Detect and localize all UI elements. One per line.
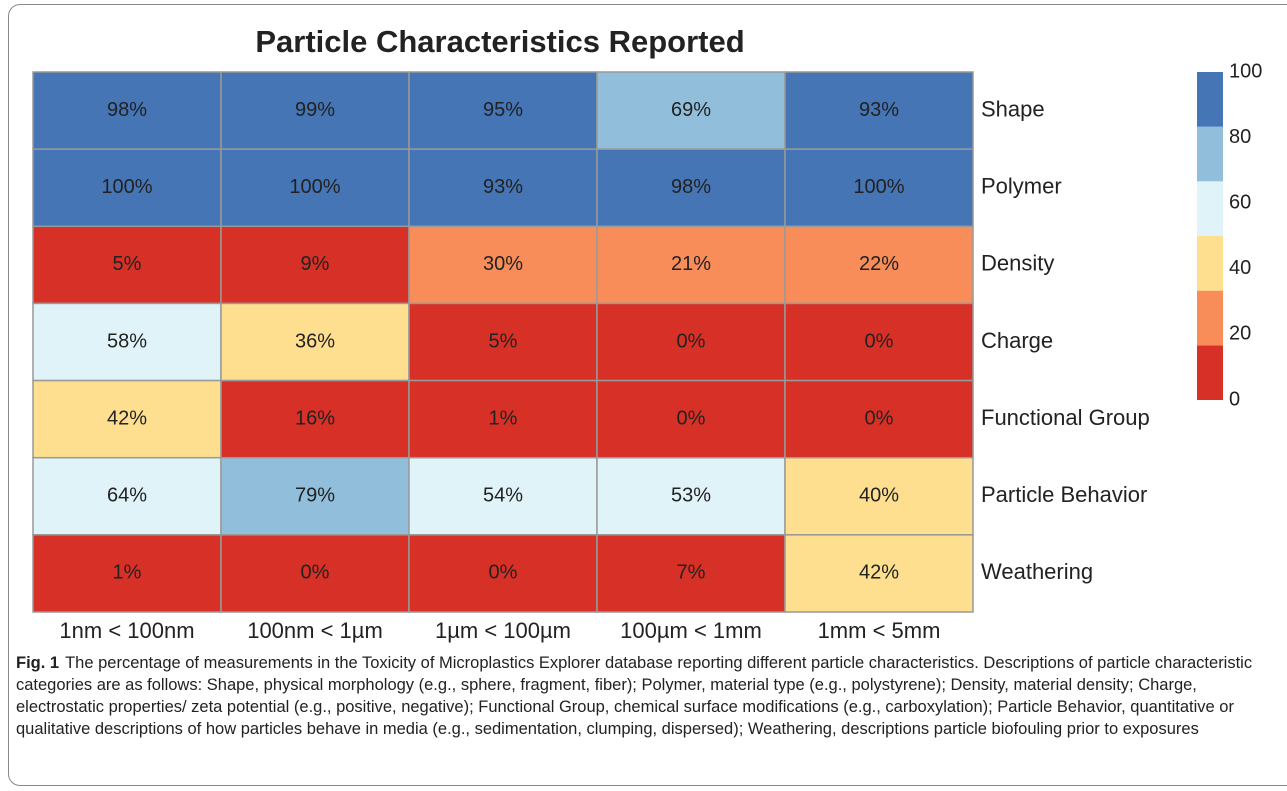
row-label: Weathering [981,559,1093,584]
row-label: Functional Group [981,405,1150,430]
cell-label: 100% [289,176,340,198]
heat-cell [408,302,598,382]
heat-cell [596,225,786,305]
heat-cell [596,379,786,459]
caption: Fig. 1 The percentage of measurements in … [16,652,1278,740]
cell-label: 79% [295,485,335,507]
heat-cell [32,534,222,613]
row-label: Shape [981,96,1045,121]
heat-cell [220,225,410,305]
cell-label: 69% [671,99,711,121]
heat-cell [220,534,410,613]
colorbar-tick-label: 80 [1229,126,1251,148]
heat-cell [408,534,598,613]
cell-label: 21% [671,253,711,275]
heat-cell [408,148,598,228]
row-label: Density [981,251,1054,276]
cell-label: 93% [859,99,899,121]
heat-cell [408,456,598,536]
colorbar-segment [1197,72,1223,127]
cell-label: 98% [107,99,147,121]
x-tick-label: 100µm < 1mm [620,618,762,643]
cell-label: 54% [483,485,523,507]
colorbar-tick-label: 0 [1229,388,1240,410]
x-tick-label: 1µm < 100µm [435,618,571,643]
cell-label: 22% [859,253,899,275]
heat-cell [784,456,974,536]
colorbar-segment [1197,345,1223,400]
x-tick-label: 1mm < 5mm [818,618,941,643]
cell-label: 30% [483,253,523,275]
x-tick-label: 100nm < 1µm [247,618,383,643]
row-label: Charge [981,328,1053,353]
heat-cell [784,225,974,305]
cell-label: 1% [113,562,142,584]
colorbar-tick-label: 20 [1229,323,1251,345]
colorbar-tick-label: 40 [1229,257,1251,279]
heat-cell [220,456,410,536]
row-label: Particle Behavior [981,482,1147,507]
cell-label: 93% [483,176,523,198]
heat-cell [596,148,786,228]
cell-label: 99% [295,99,335,121]
figure-frame [8,4,1287,786]
colorbar-segment [1197,126,1223,182]
heat-cell [596,456,786,536]
cell-label: 5% [113,253,142,275]
heat-cell [32,148,222,228]
cell-label: 7% [677,562,706,584]
heat-cell [784,71,974,150]
cell-label: 5% [489,330,518,352]
colorbar-segment [1197,290,1223,346]
row-label: Polymer [981,174,1062,199]
cell-label: 1% [489,407,518,429]
heat-cell [596,302,786,382]
heat-cell [784,148,974,228]
colorbar-tick-label: 60 [1229,191,1251,213]
heat-cell [32,456,222,536]
cell-label: 64% [107,485,147,507]
cell-label: 0% [677,407,706,429]
cell-label: 9% [301,253,330,275]
cell-label: 40% [859,485,899,507]
cell-label: 100% [101,176,152,198]
cell-label: 0% [677,330,706,352]
cell-label: 95% [483,99,523,121]
caption-label: Fig. 1 [16,654,60,672]
heat-cell [596,534,786,613]
heat-cell [32,225,222,305]
cell-label: 100% [853,176,904,198]
heat-cell [408,379,598,459]
colorbar-segment [1197,236,1223,291]
cell-label: 58% [107,330,147,352]
x-tick-label: 1nm < 100nm [59,618,194,643]
cell-label: 0% [489,562,518,584]
colorbar-segment [1197,181,1223,236]
cell-label: 0% [865,407,894,429]
cell-label: 42% [107,407,147,429]
heat-cell [220,71,410,150]
caption-text: The percentage of measurements in the To… [16,654,1253,738]
cell-label: 16% [295,407,335,429]
heat-cell [408,225,598,305]
cell-label: 0% [865,330,894,352]
cell-label: 0% [301,562,330,584]
heat-cell [784,534,974,613]
cell-label: 36% [295,330,335,352]
heat-cell [784,379,974,459]
cell-label: 53% [671,485,711,507]
cell-label: 42% [859,562,899,584]
colorbar-tick-label: 100 [1229,60,1262,82]
cell-label: 98% [671,176,711,198]
chart-title: Particle Characteristics Reported [255,24,744,59]
chart: Particle Characteristics Reported 98% 99%… [32,24,1262,643]
